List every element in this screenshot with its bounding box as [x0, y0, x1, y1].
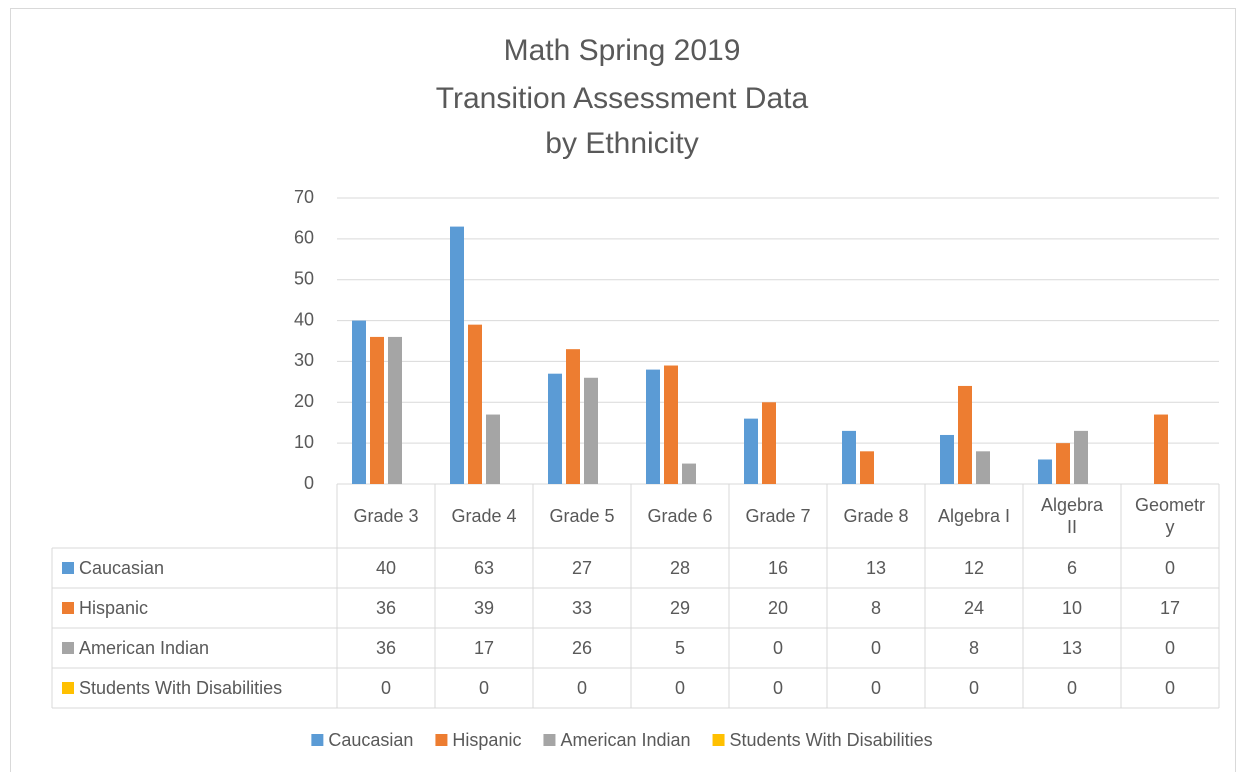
table-value: 10	[1062, 598, 1082, 618]
legend-key	[311, 734, 324, 746]
table-legend-key	[62, 642, 74, 654]
chart-title: Math Spring 2019	[504, 34, 741, 67]
legend-key	[712, 734, 725, 746]
table-value: 5	[675, 638, 685, 658]
table-value: 17	[1160, 598, 1180, 618]
category-label: Grade 7	[745, 506, 811, 526]
table-value: 28	[670, 558, 690, 578]
y-tick-label: 30	[294, 350, 314, 370]
table-row-label: American Indian	[79, 638, 209, 658]
y-tick-label: 0	[304, 473, 314, 493]
table-value: 24	[964, 598, 984, 618]
table-value: 26	[572, 638, 592, 658]
category-label: Grade 3	[353, 506, 419, 526]
bar	[976, 451, 990, 484]
category-label: Grade 8	[843, 506, 909, 526]
legend-key	[543, 734, 556, 746]
bar	[1038, 459, 1052, 484]
table-value: 0	[577, 678, 587, 698]
y-tick-label: 60	[294, 228, 314, 248]
table-row-label: Students With Disabilities	[79, 678, 282, 698]
table-legend-key	[62, 562, 74, 574]
table-value: 0	[1067, 678, 1077, 698]
bar	[682, 463, 696, 484]
bar	[1154, 414, 1168, 484]
bar	[646, 369, 660, 484]
legend-key	[435, 734, 448, 746]
table-value: 0	[479, 678, 489, 698]
bar	[486, 414, 500, 484]
table-legend-key	[62, 682, 74, 694]
y-tick-label: 10	[294, 432, 314, 452]
bar	[744, 418, 758, 484]
table-value: 20	[768, 598, 788, 618]
table-value: 13	[866, 558, 886, 578]
legend-label: American Indian	[560, 730, 690, 750]
bar	[352, 320, 366, 484]
table-value: 0	[969, 678, 979, 698]
category-label: Geometry	[1134, 495, 1206, 537]
table-value: 6	[1067, 558, 1077, 578]
bar	[860, 451, 874, 484]
table-value: 0	[675, 678, 685, 698]
bar	[450, 226, 464, 484]
table-value: 36	[376, 598, 396, 618]
y-tick-label: 20	[294, 391, 314, 411]
table-row-label: Caucasian	[79, 558, 164, 578]
bar	[762, 402, 776, 484]
table-value: 63	[474, 558, 494, 578]
table-value: 12	[964, 558, 984, 578]
table-value: 17	[474, 638, 494, 658]
chart-title: by Ethnicity	[545, 127, 698, 160]
legend-label: Students With Disabilities	[730, 730, 933, 750]
table-value: 36	[376, 638, 396, 658]
table-value: 0	[1165, 558, 1175, 578]
bar	[1074, 430, 1088, 484]
table-value: 0	[1165, 678, 1175, 698]
category-label: Grade 6	[647, 506, 713, 526]
bar	[584, 377, 598, 484]
bar	[958, 385, 972, 484]
legend-label: Caucasian	[328, 730, 413, 750]
bar	[940, 434, 954, 484]
chart-title: Transition Assessment Data	[436, 82, 809, 115]
table-value: 39	[474, 598, 494, 618]
table-value: 0	[773, 638, 783, 658]
y-tick-label: 50	[294, 268, 314, 288]
y-tick-label: 40	[294, 309, 314, 329]
category-label: Grade 5	[549, 506, 615, 526]
table-value: 40	[376, 558, 396, 578]
bar	[370, 336, 384, 484]
table-value: 0	[773, 678, 783, 698]
table-value: 0	[871, 678, 881, 698]
y-tick-label: 70	[294, 187, 314, 207]
table-value: 29	[670, 598, 690, 618]
table-row-label: Hispanic	[79, 598, 148, 618]
table-value: 13	[1062, 638, 1082, 658]
table-value: 27	[572, 558, 592, 578]
category-label: Algebra I	[937, 506, 1011, 526]
table-value: 33	[572, 598, 592, 618]
table-value: 8	[969, 638, 979, 658]
table-value: 16	[768, 558, 788, 578]
bar	[468, 324, 482, 484]
bar	[842, 430, 856, 484]
bar	[664, 365, 678, 484]
bar	[566, 349, 580, 484]
bar	[388, 336, 402, 484]
category-label: Grade 4	[451, 506, 517, 526]
category-label: Algebra II	[1040, 495, 1104, 537]
table-legend-key	[62, 602, 74, 614]
bar	[548, 373, 562, 484]
legend-label: Hispanic	[452, 730, 521, 750]
bar	[1056, 443, 1070, 484]
chart-border	[10, 8, 1236, 772]
table-value: 8	[871, 598, 881, 618]
table-value: 0	[381, 678, 391, 698]
table-value: 0	[1165, 638, 1175, 658]
table-value: 0	[871, 638, 881, 658]
